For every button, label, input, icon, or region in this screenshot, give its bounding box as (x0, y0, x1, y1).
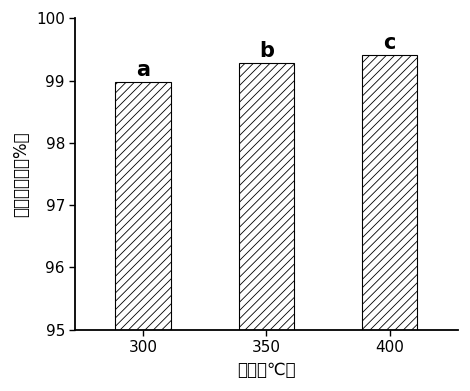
Text: a: a (136, 60, 150, 80)
Text: c: c (384, 33, 396, 53)
Text: b: b (259, 41, 274, 61)
X-axis label: 温度（℃）: 温度（℃） (237, 361, 296, 378)
Bar (362, 55, 417, 330)
Bar (239, 63, 294, 330)
Y-axis label: 汞的挥发率（%）: 汞的挥发率（%） (13, 131, 31, 217)
Bar (116, 82, 171, 330)
